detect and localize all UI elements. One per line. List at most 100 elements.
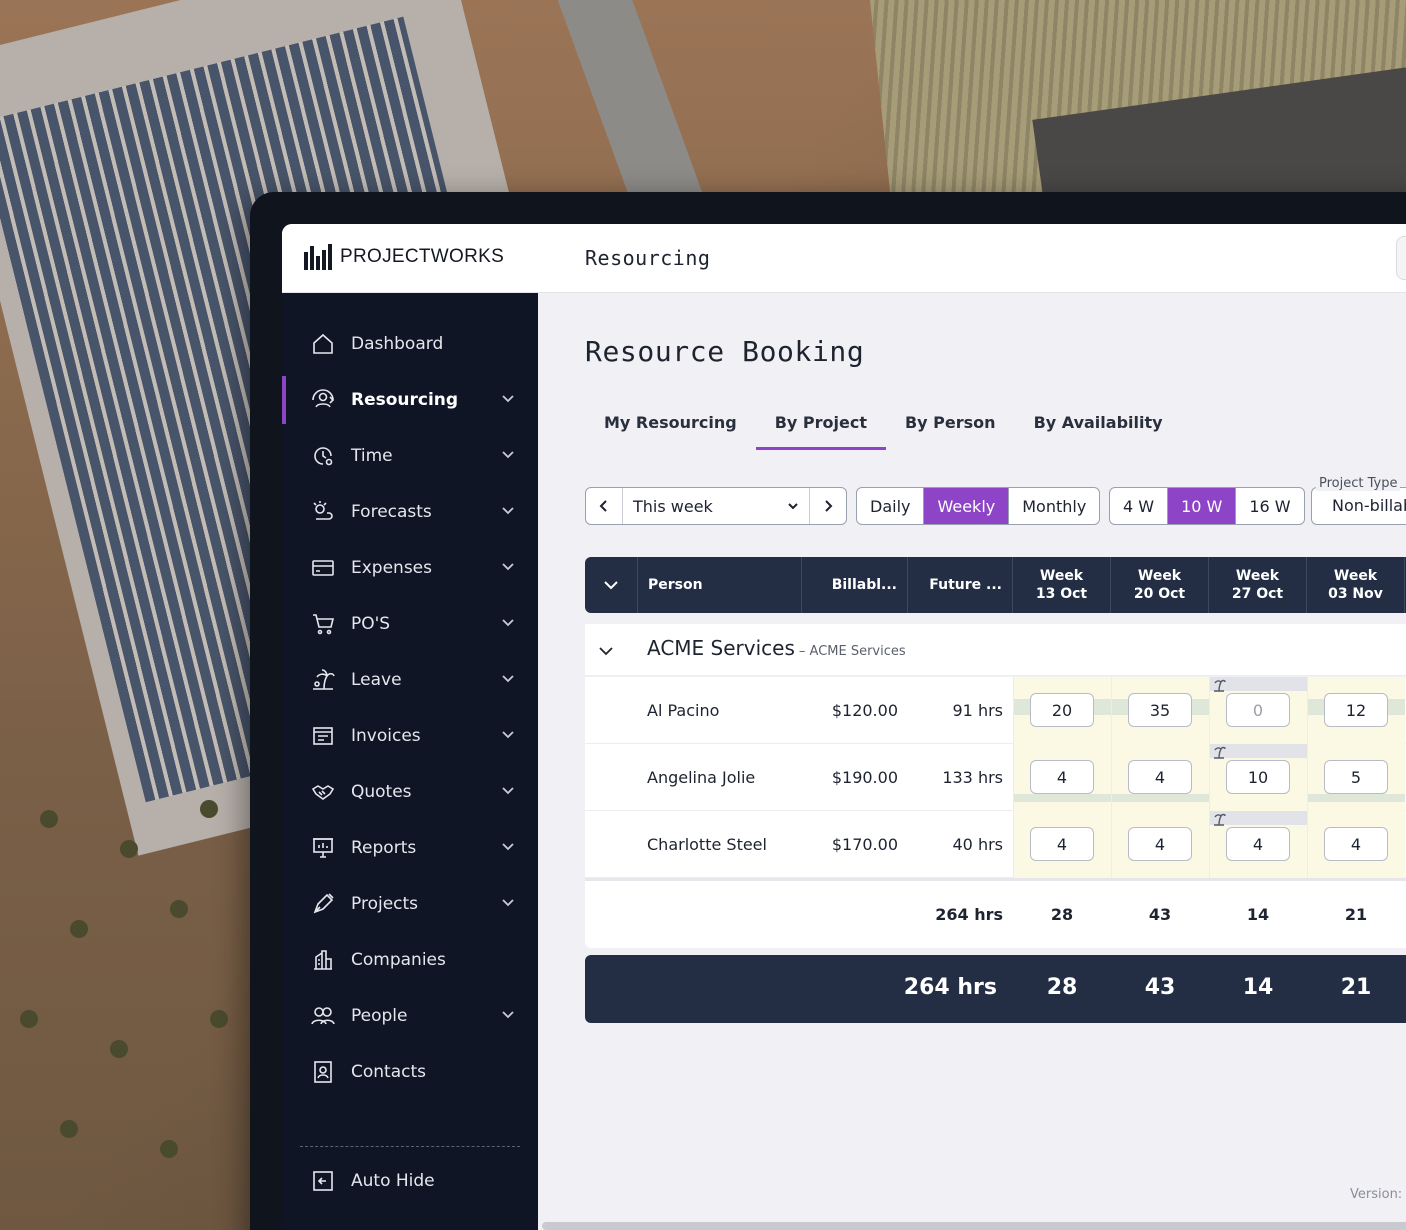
total-week: 14 xyxy=(1242,975,1274,1000)
sidebar-divider xyxy=(300,1146,520,1147)
tab-by-person[interactable]: By Person xyxy=(904,413,996,432)
person-name[interactable]: Angelina Jolie xyxy=(647,768,756,787)
chevron-down-icon xyxy=(599,647,613,656)
sidebar-item-invoices[interactable]: Invoices xyxy=(282,712,538,760)
project-type-select[interactable]: Project Type Non-billab xyxy=(1311,476,1406,525)
column-week[interactable]: Week 20 Oct xyxy=(1111,557,1209,613)
leave-icon xyxy=(1212,744,1226,759)
group-subtotal-row: 264 hrs 28 43 14 21 xyxy=(585,878,1406,948)
sidebar-item-label: Quotes xyxy=(351,782,412,802)
sidebar-item-label: Time xyxy=(351,446,393,466)
hours-input[interactable]: 4 xyxy=(1128,827,1192,861)
column-week[interactable]: Week 03 Nov xyxy=(1307,557,1405,613)
hours-input[interactable]: 0 xyxy=(1226,693,1290,727)
hours-input[interactable]: 20 xyxy=(1030,693,1094,727)
hours-input[interactable]: 12 xyxy=(1324,693,1388,727)
chevron-down-icon[interactable] xyxy=(500,446,520,466)
sidebar-item-projects[interactable]: Projects xyxy=(282,880,538,928)
divider xyxy=(809,488,810,524)
person-name[interactable]: Al Pacino xyxy=(647,701,720,720)
top-bar: PROJECTWORKS Resourcing xyxy=(282,224,1406,293)
next-week-button[interactable] xyxy=(810,488,846,524)
chevron-down-icon[interactable] xyxy=(500,726,520,746)
collapse-all-button[interactable] xyxy=(585,557,638,613)
column-week[interactable]: Week 27 Oct xyxy=(1209,557,1307,613)
future-hours: 91 hrs xyxy=(952,701,1004,720)
auto-hide-button[interactable]: Auto Hide xyxy=(282,1157,538,1205)
sidebar-item-forecasts[interactable]: Forecasts xyxy=(282,488,538,536)
sidebar-item-reports[interactable]: Reports xyxy=(282,824,538,872)
chevron-down-icon xyxy=(788,503,798,510)
hours-input[interactable]: 4 xyxy=(1030,760,1094,794)
header-action-button[interactable] xyxy=(1396,236,1406,280)
sidebar-item-label: PO'S xyxy=(351,614,391,634)
chevron-down-icon[interactable] xyxy=(500,894,520,914)
table-row: Al Pacino $120.00 91 hrs 20 35 0 12 xyxy=(585,677,1406,744)
previous-week-button[interactable] xyxy=(586,488,622,524)
horizontal-scrollbar[interactable] xyxy=(542,1222,1406,1230)
chevron-down-icon[interactable] xyxy=(500,670,520,690)
tab-by-project[interactable]: By Project xyxy=(755,413,887,450)
hours-input[interactable]: 4 xyxy=(1226,827,1290,861)
sidebar-item-companies[interactable]: Companies xyxy=(282,936,538,984)
week-cell: 4 xyxy=(1307,811,1405,878)
sidebar-item-leave[interactable]: Leave xyxy=(282,656,538,704)
grand-total-row: 264 hrs 28 43 14 21 xyxy=(585,955,1406,1023)
hours-input[interactable]: 4 xyxy=(1324,827,1388,861)
chevron-down-icon[interactable] xyxy=(500,614,520,634)
column-week[interactable]: Week 13 Oct xyxy=(1013,557,1111,613)
hours-input[interactable]: 4 xyxy=(1030,827,1094,861)
sidebar-item-time[interactable]: Time xyxy=(282,432,538,480)
hours-input[interactable]: 10 xyxy=(1226,760,1290,794)
sidebar-item-dashboard[interactable]: Dashboard xyxy=(282,320,538,368)
person-name[interactable]: Charlotte Steel xyxy=(647,835,767,854)
home-icon xyxy=(310,331,336,357)
people-icon xyxy=(310,1003,336,1029)
sidebar-item-people[interactable]: People xyxy=(282,992,538,1040)
hours-input[interactable]: 35 xyxy=(1128,693,1192,727)
tab-my-resourcing[interactable]: My Resourcing xyxy=(604,413,737,432)
sidebar-item-resourcing[interactable]: Resourcing xyxy=(282,376,538,424)
chevron-down-icon[interactable] xyxy=(500,838,520,858)
column-person[interactable]: Person xyxy=(638,557,802,613)
sidebar-item-contacts[interactable]: Contacts xyxy=(282,1048,538,1096)
page-title: Resource Booking xyxy=(585,335,865,368)
chevron-down-icon[interactable] xyxy=(500,1006,520,1026)
daily-button[interactable]: Daily xyxy=(857,488,925,524)
weekly-button[interactable]: Weekly xyxy=(924,488,1010,524)
sidebar-item-pos[interactable]: PO'S xyxy=(282,600,538,648)
week-cell: 4 xyxy=(1111,811,1209,878)
week-cell: 10 xyxy=(1209,744,1307,811)
column-billable[interactable]: Billabl... xyxy=(802,557,908,613)
table-header: Person Billabl... Future ... Week 13 Oct… xyxy=(585,557,1406,613)
tab-by-availability[interactable]: By Availability xyxy=(1033,413,1163,432)
week-date: 03 Nov xyxy=(1328,586,1383,602)
sidebar-item-label: Reports xyxy=(351,838,417,858)
table-row: Charlotte Steel $170.00 40 hrs 4 4 4 4 xyxy=(585,811,1406,878)
brand-logo[interactable]: PROJECTWORKS xyxy=(304,244,504,270)
chevron-down-icon[interactable] xyxy=(500,782,520,802)
range-16w-button[interactable]: 16 W xyxy=(1249,496,1291,516)
divider xyxy=(622,488,623,524)
group-collapse-button[interactable] xyxy=(597,642,615,664)
week-select[interactable]: This week xyxy=(623,497,809,516)
sidebar-item-label: Expenses xyxy=(351,558,432,578)
week-label: Week xyxy=(1333,568,1378,584)
range-4w-button[interactable]: 4 W xyxy=(1110,488,1169,524)
sidebar-item-quotes[interactable]: Quotes xyxy=(282,768,538,816)
week-select-value: This week xyxy=(633,496,713,516)
chevron-down-icon[interactable] xyxy=(500,502,520,522)
sidebar-item-expenses[interactable]: Expenses xyxy=(282,544,538,592)
report-icon xyxy=(310,835,336,861)
week-label: Week xyxy=(1137,568,1182,584)
monthly-button[interactable]: Monthly xyxy=(1022,496,1087,516)
column-future[interactable]: Future ... xyxy=(908,557,1013,613)
hours-input[interactable]: 4 xyxy=(1128,760,1192,794)
range-10w-button[interactable]: 10 W xyxy=(1168,488,1237,524)
invoice-icon xyxy=(310,723,336,749)
hours-input[interactable]: 5 xyxy=(1324,760,1388,794)
chevron-down-icon[interactable] xyxy=(500,390,520,410)
brand-name: PROJECTWORKS xyxy=(340,246,505,267)
total-week: 28 xyxy=(1046,975,1078,1000)
chevron-down-icon[interactable] xyxy=(500,558,520,578)
